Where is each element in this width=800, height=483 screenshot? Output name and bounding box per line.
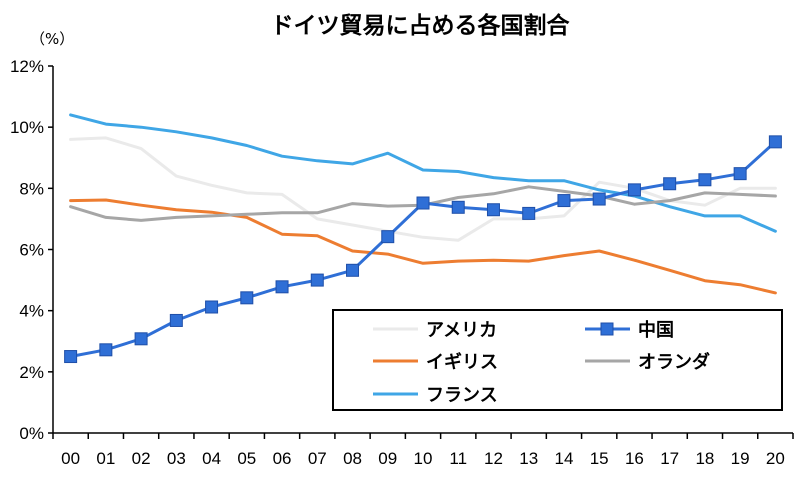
x-axis: 00 01 02 03 04 05 06 07 08 09 10 11 12 13 14 15 16 17 18 19… xyxy=(52,432,794,468)
data-point xyxy=(169,313,183,327)
series-line xyxy=(69,113,777,233)
data-point xyxy=(310,273,324,287)
data-point xyxy=(522,206,536,220)
series-e382a4e382aee383aae382b9 xyxy=(69,198,777,295)
series-e382a2e383a1e383aae382ab xyxy=(69,136,777,242)
x-tick-label: 02 xyxy=(132,449,151,468)
data-point xyxy=(99,343,113,357)
x-tick-label: 15 xyxy=(590,449,609,468)
legend-item-e382a2e383a1e383aae382ab: アメリカ xyxy=(373,320,497,341)
data-point xyxy=(416,196,430,210)
data-point xyxy=(64,350,78,364)
x-tick-label: 11 xyxy=(449,449,467,468)
series-layer xyxy=(64,113,782,364)
y-tick-label: 2% xyxy=(19,363,44,382)
legend-item-e38395e383a9e383b3e382b9: フランス xyxy=(373,385,498,406)
y-tick-label: 6% xyxy=(19,241,44,260)
legend-item-e4b8ade59bbd: 中国 xyxy=(585,319,674,341)
data-point xyxy=(698,173,712,187)
x-tick-label: 01 xyxy=(96,449,115,468)
x-tick-label: 13 xyxy=(519,449,538,468)
data-point xyxy=(733,167,747,181)
x-tick-label: 07 xyxy=(308,449,327,468)
legend-label: フランス xyxy=(426,385,498,406)
legend-item-e382aae383a9e383b3e38380: オランダ xyxy=(585,351,710,373)
data-point xyxy=(592,192,606,206)
data-point xyxy=(627,183,641,197)
y-tick-label: 0% xyxy=(19,424,44,443)
x-tick-label: 14 xyxy=(554,449,573,468)
y-axis: 0% 2% 4% 6% 8% 10% 12% xyxy=(10,57,54,443)
y-tick-label: 10% xyxy=(10,118,44,137)
x-tick-label: 06 xyxy=(273,449,292,468)
legend-label: 中国 xyxy=(638,319,674,341)
legend-item-e382a4e382aee383aae382b9: イギリス xyxy=(373,352,498,373)
legend-marker xyxy=(600,322,614,336)
legend-label: イギリス xyxy=(426,352,498,373)
data-point xyxy=(346,263,360,277)
data-point xyxy=(557,194,571,208)
y-tick-label: 12% xyxy=(10,57,44,76)
data-point xyxy=(381,230,395,244)
x-tick-label: 00 xyxy=(61,449,80,468)
data-point xyxy=(486,203,500,217)
chart-title: ドイツ貿易に占める各国割合 xyxy=(271,12,571,39)
data-point xyxy=(275,280,289,294)
x-tick-label: 12 xyxy=(484,449,503,468)
unit-label: （%） xyxy=(30,30,74,48)
data-point xyxy=(205,300,219,314)
x-tick-label: 17 xyxy=(660,449,679,468)
y-tick-label: 8% xyxy=(19,179,44,198)
x-tick-label: 16 xyxy=(625,449,644,468)
data-point xyxy=(768,135,782,149)
x-tick-label: 09 xyxy=(378,449,397,468)
x-tick-label: 20 xyxy=(766,449,785,468)
series-e4b8ade59bbd xyxy=(64,135,782,364)
data-point xyxy=(451,200,465,214)
x-tick-label: 03 xyxy=(167,449,186,468)
x-tick-label: 10 xyxy=(414,449,433,468)
data-point xyxy=(240,291,254,305)
data-point xyxy=(663,177,677,191)
x-tick-label: 08 xyxy=(343,449,362,468)
legend-label: アメリカ xyxy=(426,320,497,341)
series-e38395e383a9e383b3e382b9 xyxy=(69,113,777,233)
legend-label: オランダ xyxy=(638,351,710,373)
x-tick-label: 19 xyxy=(731,449,750,468)
x-tick-label: 05 xyxy=(237,449,256,468)
series-line xyxy=(69,198,777,295)
x-tick-label: 04 xyxy=(202,449,221,468)
data-point xyxy=(134,332,148,346)
series-line xyxy=(69,136,777,242)
y-tick-label: 4% xyxy=(19,302,44,321)
x-tick-label: 18 xyxy=(695,449,714,468)
